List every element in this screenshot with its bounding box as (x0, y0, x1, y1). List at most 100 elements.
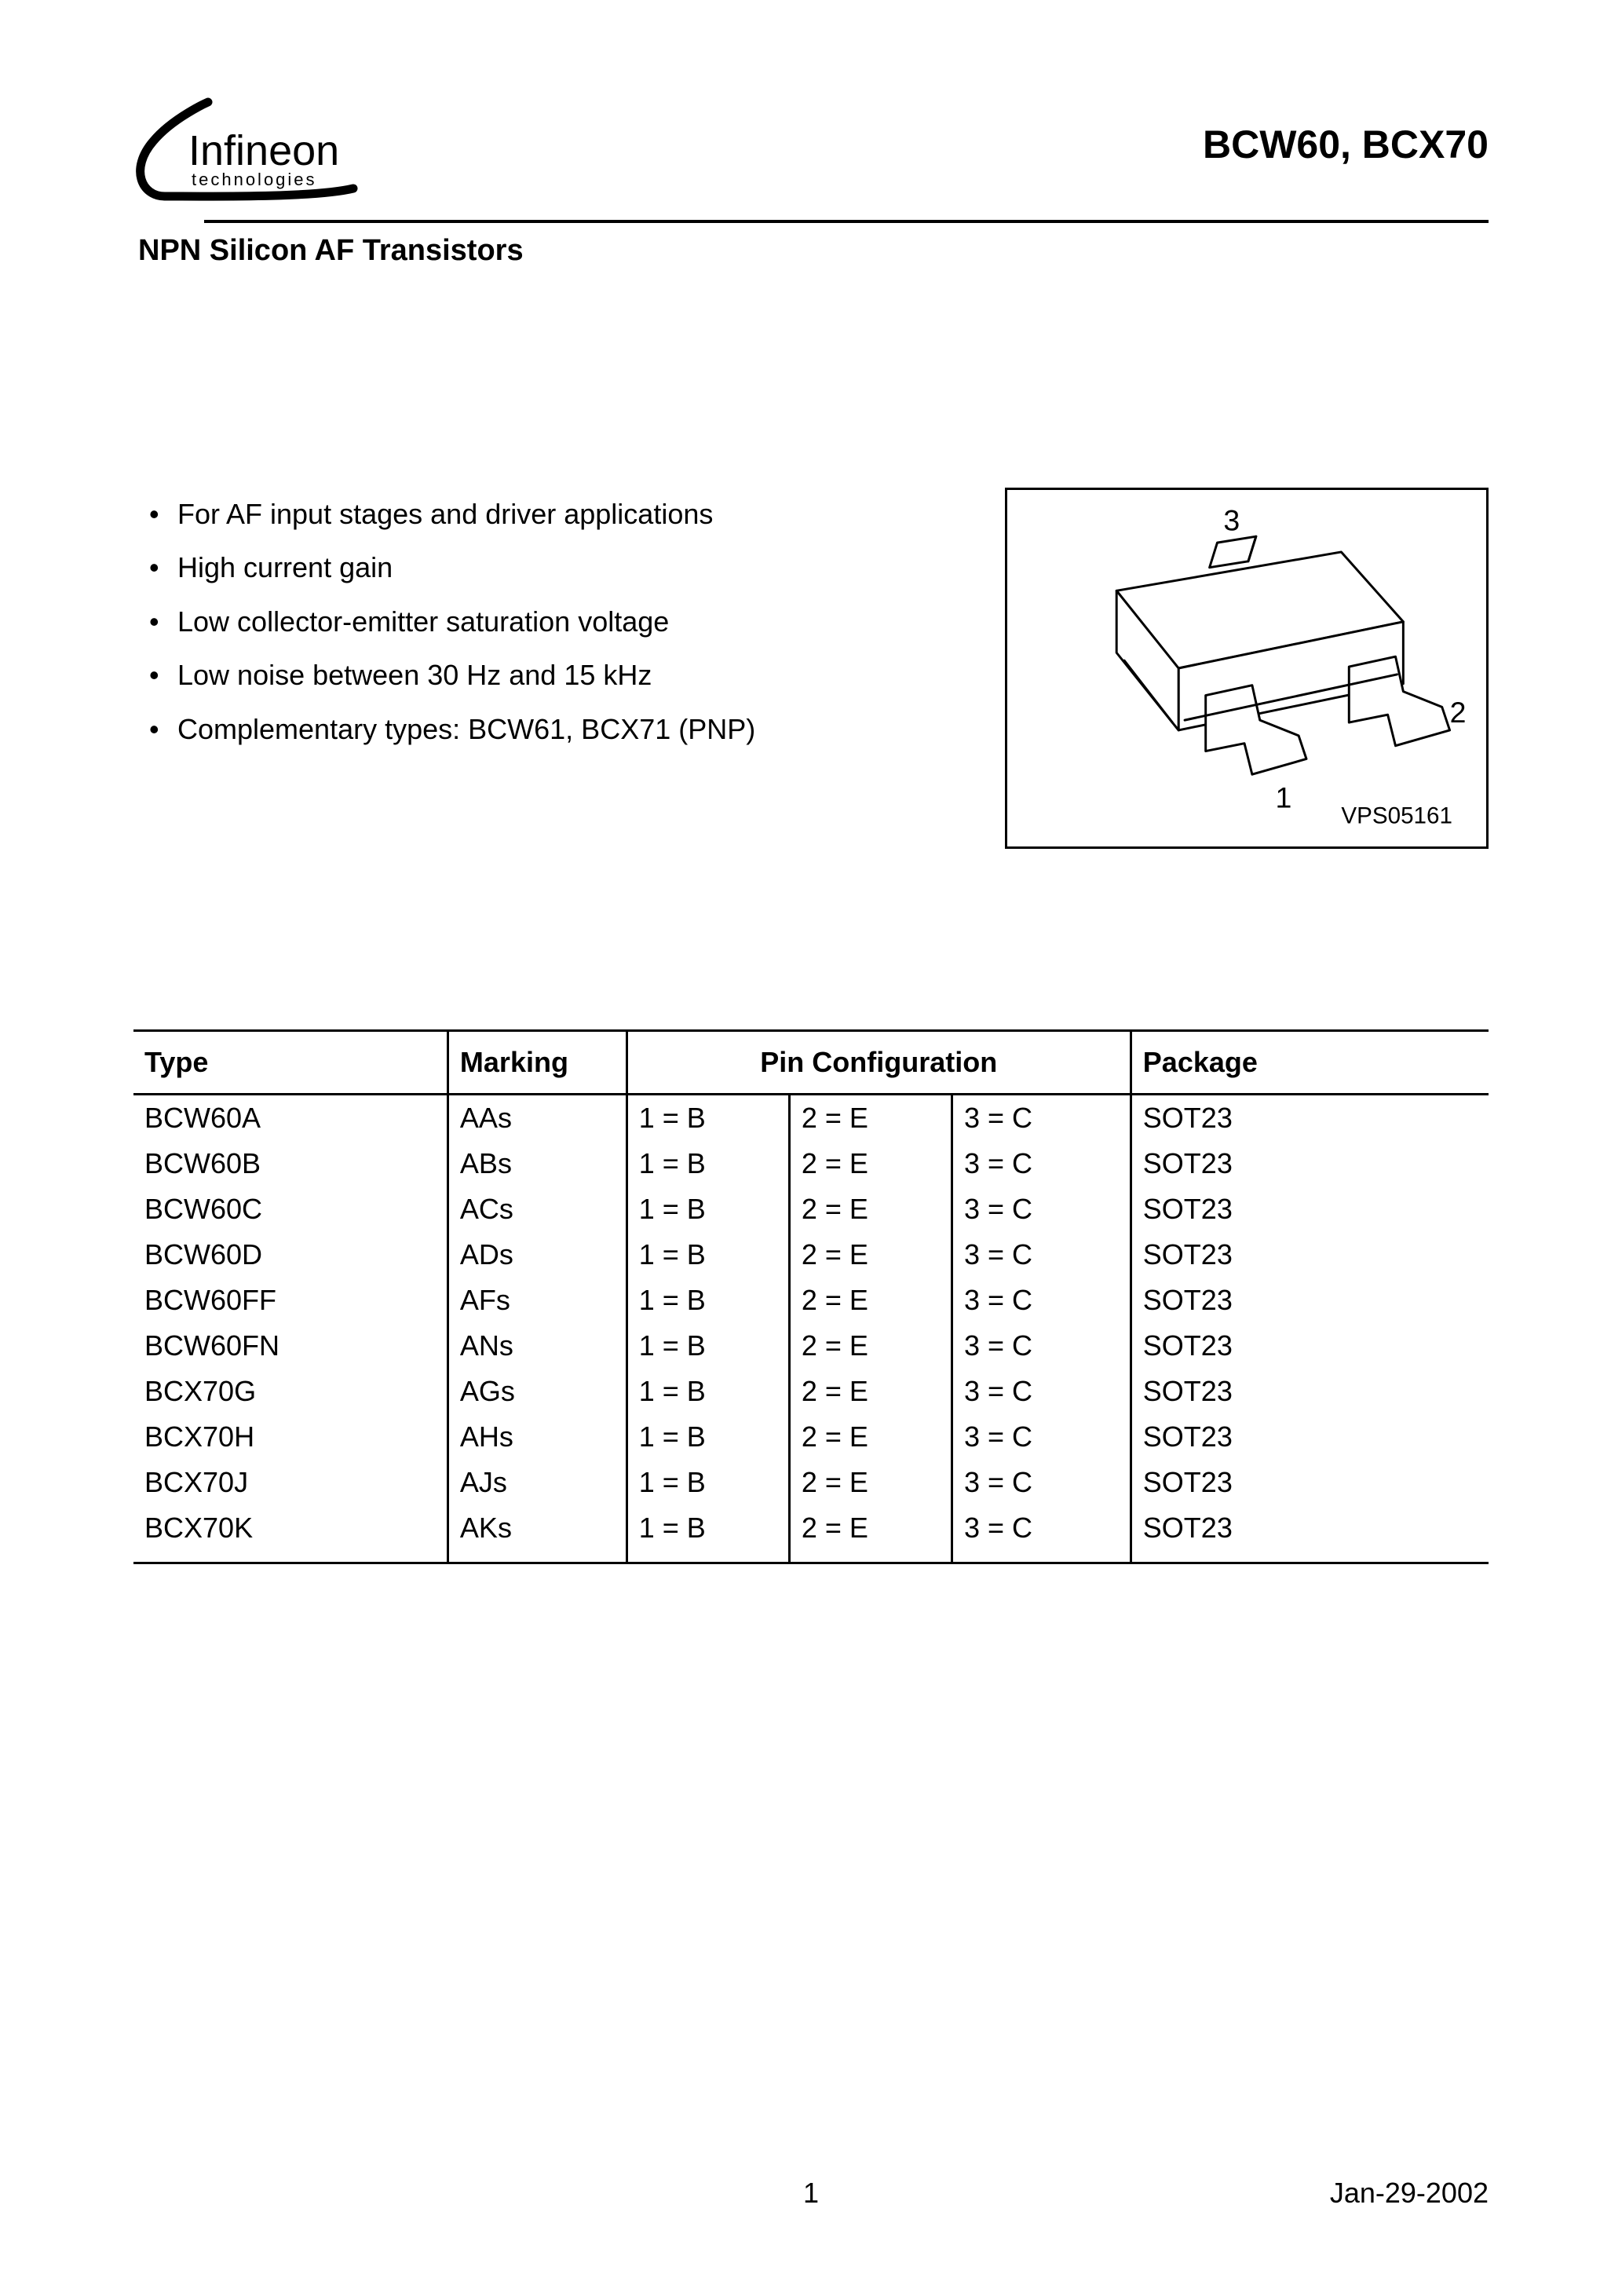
part-number-title: BCW60, BCX70 (1203, 122, 1489, 167)
table-row: BCW60FNANs1 = B2 = E3 = CSOT23 (133, 1323, 1489, 1369)
pin2-label: 2 (1450, 696, 1467, 729)
cell-package: SOT23 (1131, 1141, 1489, 1186)
cell-package: SOT23 (1131, 1369, 1489, 1414)
cell-marking: AJs (448, 1460, 627, 1505)
parts-table-body: BCW60AAAs1 = B2 = E3 = CSOT23BCW60BABs1 … (133, 1095, 1489, 1563)
col-type: Type (133, 1031, 448, 1095)
cell-marking: AGs (448, 1369, 627, 1414)
cell-pin1: 1 = B (627, 1323, 789, 1369)
col-package: Package (1131, 1031, 1489, 1095)
cell-pin2: 2 = E (789, 1369, 952, 1414)
table-row: BCW60BABs1 = B2 = E3 = CSOT23 (133, 1141, 1489, 1186)
cell-pin2: 2 = E (789, 1232, 952, 1278)
cell-package: SOT23 (1131, 1232, 1489, 1278)
cell-pin1: 1 = B (627, 1232, 789, 1278)
cell-marking: AAs (448, 1095, 627, 1142)
cell-pin1: 1 = B (627, 1141, 789, 1186)
cell-pin3: 3 = C (952, 1505, 1131, 1563)
cell-package: SOT23 (1131, 1278, 1489, 1323)
cell-pin3: 3 = C (952, 1460, 1131, 1505)
drawing-id: VPS05161 (1341, 803, 1452, 828)
table-row: BCX70GAGs1 = B2 = E3 = CSOT23 (133, 1369, 1489, 1414)
cell-pin3: 3 = C (952, 1323, 1131, 1369)
cell-pin2: 2 = E (789, 1186, 952, 1232)
cell-pin2: 2 = E (789, 1505, 952, 1563)
cell-pin1: 1 = B (627, 1414, 789, 1460)
cell-pin3: 3 = C (952, 1186, 1131, 1232)
cell-pin2: 2 = E (789, 1278, 952, 1323)
cell-pin1: 1 = B (627, 1460, 789, 1505)
cell-pin3: 3 = C (952, 1141, 1131, 1186)
cell-type: BCW60FN (133, 1323, 448, 1369)
feature-list: For AF input stages and driver applicati… (133, 488, 755, 756)
table-row: BCW60CACs1 = B2 = E3 = CSOT23 (133, 1186, 1489, 1232)
page-header: Infineon technologies BCW60, BCX70 (133, 94, 1489, 220)
table-row: BCX70KAKs1 = B2 = E3 = CSOT23 (133, 1505, 1489, 1563)
page-number: 1 (803, 2177, 819, 2210)
pin1-label: 1 (1276, 781, 1292, 814)
pin3-label: 3 (1223, 503, 1240, 536)
header-divider (204, 220, 1489, 223)
sot23-diagram-svg: 3 2 1 VPS05161 (1007, 490, 1486, 846)
cell-marking: ABs (448, 1141, 627, 1186)
feature-item: Low noise between 30 Hz and 15 kHz (149, 649, 755, 702)
cell-type: BCW60FF (133, 1278, 448, 1323)
cell-pin3: 3 = C (952, 1414, 1131, 1460)
cell-type: BCW60D (133, 1232, 448, 1278)
logo-sub-text: technologies (192, 170, 317, 189)
package-diagram: 3 2 1 VPS05161 (1005, 488, 1489, 849)
cell-type: BCX70K (133, 1505, 448, 1563)
cell-package: SOT23 (1131, 1505, 1489, 1563)
infineon-logo-svg: Infineon technologies (133, 94, 385, 220)
table-row: BCW60FFAFs1 = B2 = E3 = CSOT23 (133, 1278, 1489, 1323)
feature-item: For AF input stages and driver applicati… (149, 488, 755, 541)
table-row: BCW60DADs1 = B2 = E3 = CSOT23 (133, 1232, 1489, 1278)
cell-type: BCX70H (133, 1414, 448, 1460)
table-row: BCX70JAJs1 = B2 = E3 = CSOT23 (133, 1460, 1489, 1505)
parts-table: Type Marking Pin Configuration Package B… (133, 1029, 1489, 1564)
cell-marking: ANs (448, 1323, 627, 1369)
overview-section: For AF input stages and driver applicati… (133, 488, 1489, 849)
cell-pin1: 1 = B (627, 1369, 789, 1414)
table-row: BCX70HAHs1 = B2 = E3 = CSOT23 (133, 1414, 1489, 1460)
infineon-logo: Infineon technologies (133, 94, 385, 220)
footer-date: Jan-29-2002 (1330, 2177, 1489, 2210)
cell-marking: AFs (448, 1278, 627, 1323)
logo-main-text: Infineon (188, 127, 339, 174)
cell-package: SOT23 (1131, 1323, 1489, 1369)
col-marking: Marking (448, 1031, 627, 1095)
cell-pin2: 2 = E (789, 1095, 952, 1142)
cell-pin1: 1 = B (627, 1095, 789, 1142)
feature-item: High current gain (149, 541, 755, 594)
cell-marking: ADs (448, 1232, 627, 1278)
cell-pin1: 1 = B (627, 1278, 789, 1323)
cell-type: BCW60A (133, 1095, 448, 1142)
feature-item: Low collector-emitter saturation voltage (149, 595, 755, 649)
cell-package: SOT23 (1131, 1460, 1489, 1505)
cell-marking: AKs (448, 1505, 627, 1563)
cell-package: SOT23 (1131, 1414, 1489, 1460)
page-footer: 1 Jan-29-2002 (133, 2177, 1489, 2210)
cell-package: SOT23 (1131, 1095, 1489, 1142)
cell-package: SOT23 (1131, 1186, 1489, 1232)
cell-pin1: 1 = B (627, 1186, 789, 1232)
cell-pin3: 3 = C (952, 1278, 1131, 1323)
parts-table-head: Type Marking Pin Configuration Package (133, 1031, 1489, 1095)
cell-type: BCW60C (133, 1186, 448, 1232)
document-subtitle: NPN Silicon AF Transistors (138, 234, 1489, 268)
feature-item: Complementary types: BCW61, BCX71 (PNP) (149, 703, 755, 756)
col-pinconfig: Pin Configuration (627, 1031, 1131, 1095)
cell-type: BCX70J (133, 1460, 448, 1505)
cell-marking: ACs (448, 1186, 627, 1232)
cell-marking: AHs (448, 1414, 627, 1460)
cell-pin3: 3 = C (952, 1369, 1131, 1414)
cell-pin2: 2 = E (789, 1414, 952, 1460)
table-row: BCW60AAAs1 = B2 = E3 = CSOT23 (133, 1095, 1489, 1142)
cell-pin3: 3 = C (952, 1095, 1131, 1142)
cell-pin2: 2 = E (789, 1141, 952, 1186)
cell-pin1: 1 = B (627, 1505, 789, 1563)
cell-pin2: 2 = E (789, 1460, 952, 1505)
cell-pin3: 3 = C (952, 1232, 1131, 1278)
cell-type: BCX70G (133, 1369, 448, 1414)
cell-type: BCW60B (133, 1141, 448, 1186)
